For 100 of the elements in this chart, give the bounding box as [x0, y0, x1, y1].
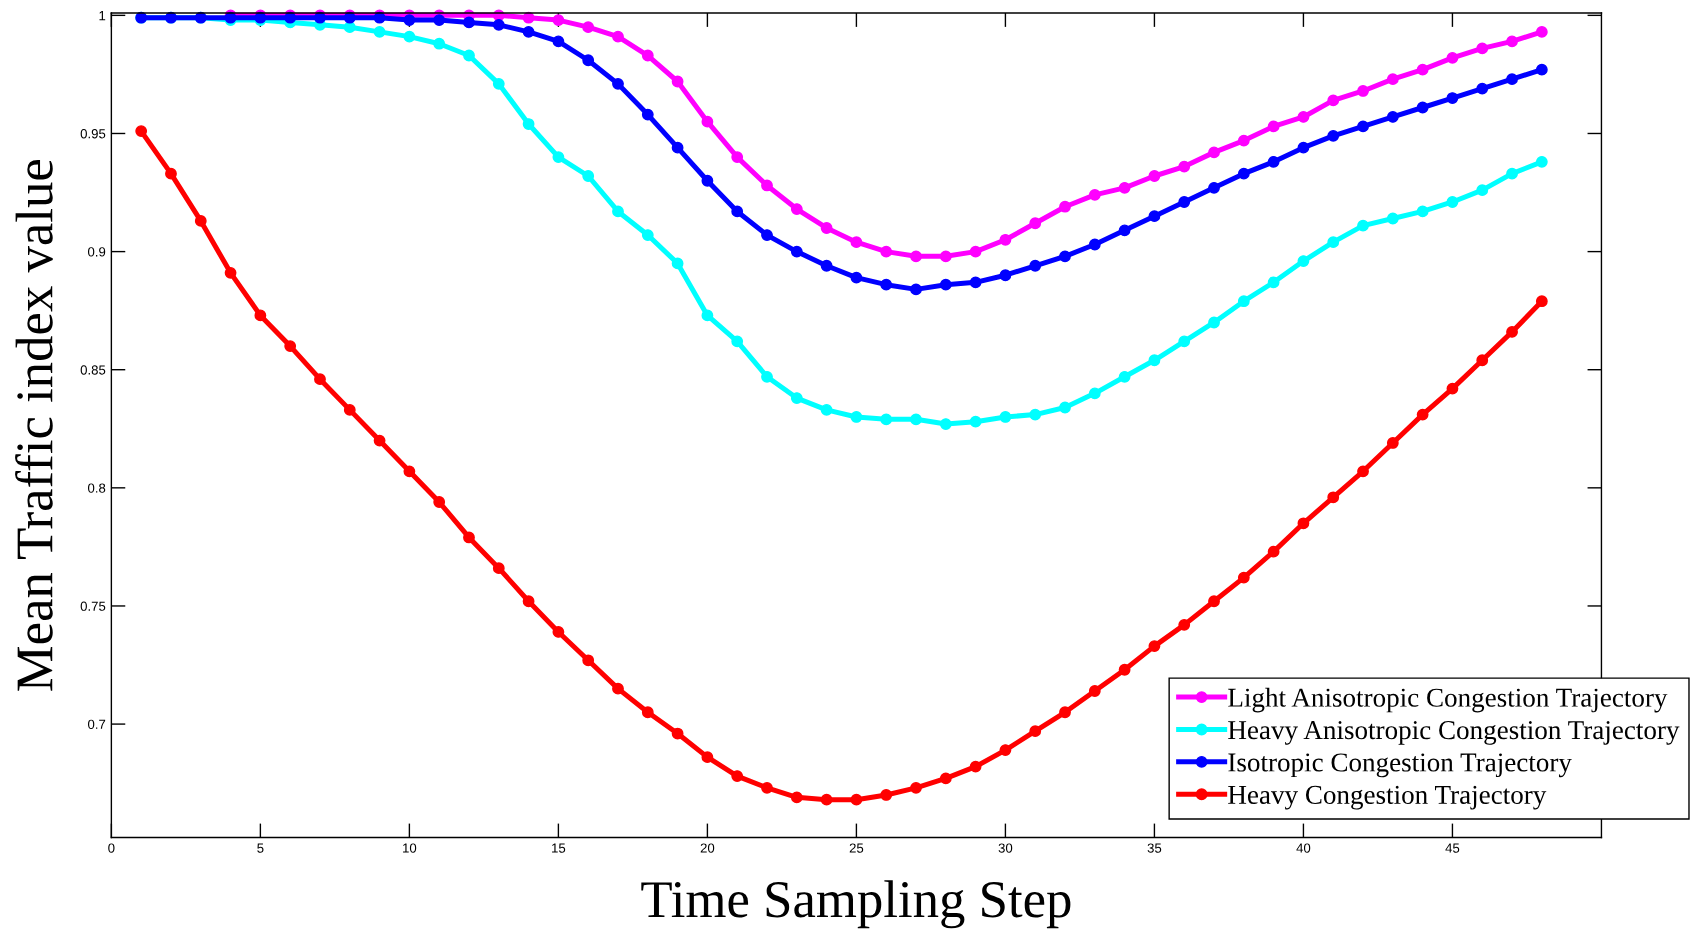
y-tick-label: 0.8: [87, 483, 106, 493]
point: [463, 531, 475, 544]
legend-label: Heavy Anisotropic Congestion Trajectory: [1228, 721, 1680, 745]
point: [1029, 725, 1042, 738]
point: [999, 744, 1012, 756]
point: [1237, 167, 1250, 180]
point: [790, 203, 803, 215]
point: [522, 118, 535, 130]
point: [1029, 259, 1042, 272]
point: [254, 309, 267, 322]
point: [403, 465, 416, 478]
legend-label: Heavy Congestion Trajectory: [1228, 785, 1547, 810]
point: [731, 205, 744, 218]
x-tick-label: 0: [108, 843, 115, 853]
point: [1208, 595, 1220, 608]
point: [820, 793, 833, 806]
point: [1297, 111, 1310, 123]
point: [850, 411, 863, 423]
x-axis-title: Time Sampling Step: [641, 880, 1071, 929]
y-tick-label: 0.75: [80, 601, 106, 611]
point: [1476, 42, 1489, 55]
point: [880, 789, 893, 801]
point: [939, 250, 952, 263]
point: [492, 562, 505, 575]
point: [463, 49, 475, 62]
point: [1506, 35, 1518, 48]
point: [433, 496, 446, 508]
point: [1267, 155, 1280, 168]
point: [1237, 571, 1250, 584]
point: [671, 75, 684, 88]
point: [1506, 167, 1518, 180]
point: [492, 18, 505, 31]
x-tick-label: 35: [1147, 843, 1162, 853]
point: [1059, 250, 1071, 263]
point: [165, 167, 177, 180]
point: [373, 25, 386, 38]
point: [433, 14, 446, 26]
point: [552, 14, 565, 26]
point: [1535, 63, 1548, 76]
point: [1416, 63, 1429, 76]
point: [1118, 663, 1131, 676]
point: [492, 77, 505, 90]
point: [1088, 188, 1101, 201]
y-tick-label: 0.95: [80, 129, 106, 139]
point: [999, 411, 1012, 423]
point: [671, 141, 684, 154]
point: [969, 245, 982, 258]
point: [343, 403, 356, 416]
point: [284, 340, 297, 353]
point: [761, 370, 773, 383]
x-tick-label: 25: [849, 843, 864, 853]
point: [1446, 196, 1459, 208]
point: [790, 245, 803, 258]
point: [939, 418, 952, 430]
point: [1506, 73, 1518, 86]
point: [1059, 706, 1071, 719]
point: [969, 276, 982, 289]
point: [761, 179, 773, 192]
y-tick-label: 1: [99, 11, 106, 21]
point: [850, 793, 863, 806]
point: [850, 271, 863, 284]
point: [761, 229, 773, 241]
point: [403, 14, 416, 26]
point: [1476, 354, 1489, 367]
point: [1208, 316, 1220, 329]
point: [612, 205, 624, 218]
point: [880, 245, 893, 258]
point: [552, 35, 565, 48]
point: [910, 250, 922, 263]
x-tick-label: 10: [403, 843, 417, 853]
y-tick-label: 0.9: [87, 247, 106, 257]
point: [880, 278, 893, 291]
point: [641, 706, 654, 719]
point: [1059, 200, 1071, 213]
y-tick-label: 0.7: [87, 719, 106, 729]
point: [1327, 94, 1340, 107]
point: [582, 654, 595, 667]
legend-label: Isotropic Congestion Trajectory: [1228, 753, 1572, 778]
point: [1476, 82, 1489, 95]
point: [343, 21, 356, 34]
x-tick-label: 5: [257, 843, 264, 853]
point: [582, 170, 595, 182]
point: [1446, 92, 1459, 104]
point: [373, 434, 386, 447]
point: [1059, 401, 1071, 414]
point: [671, 727, 684, 740]
point: [880, 413, 893, 426]
point: [612, 77, 624, 90]
point: [1178, 618, 1191, 631]
y-axis-title: Mean Traffic index value: [15, 160, 53, 691]
point: [1535, 25, 1548, 38]
point: [1327, 491, 1340, 504]
point: [731, 335, 744, 348]
point: [1446, 51, 1459, 64]
point: [1237, 295, 1250, 308]
x-tick-label: 40: [1296, 843, 1311, 853]
point: [820, 403, 833, 416]
point: [1476, 184, 1489, 197]
point: [135, 125, 148, 138]
point: [701, 115, 714, 128]
